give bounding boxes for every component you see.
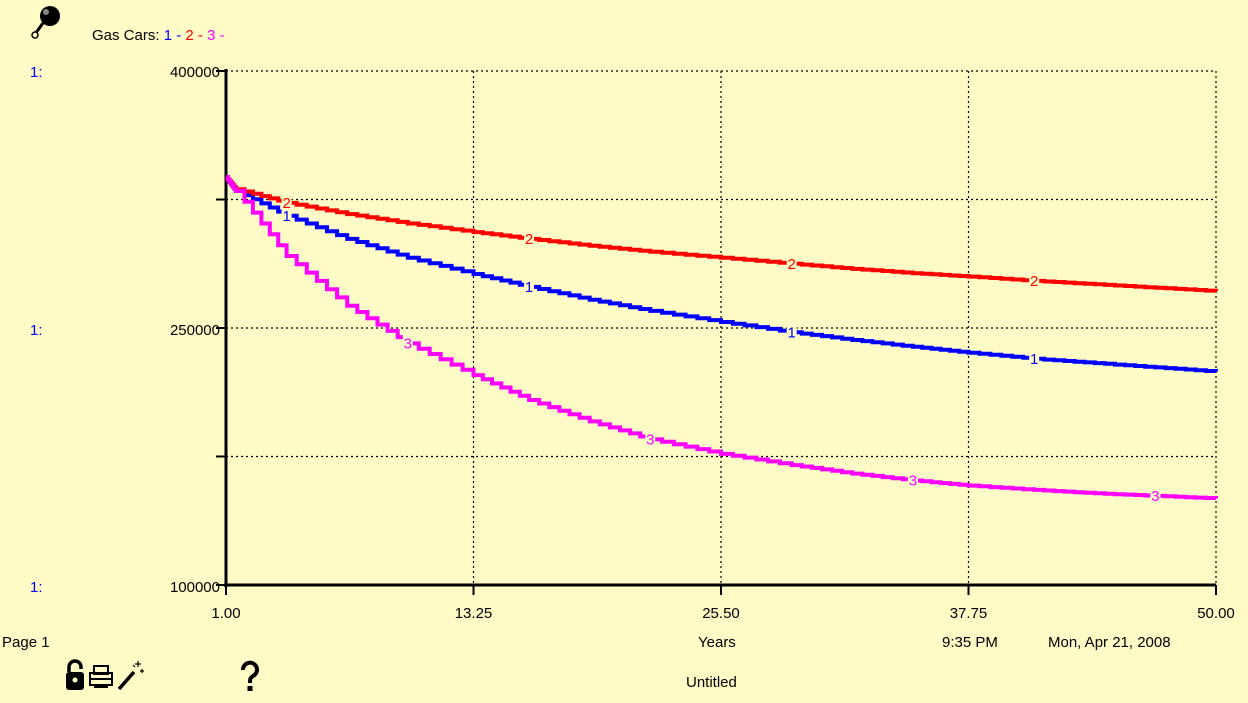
series-marker-bg — [1029, 349, 1040, 364]
printer-icon[interactable] — [88, 658, 114, 694]
series-marker-2: 2 — [788, 256, 796, 273]
series-marker-bg — [786, 254, 797, 269]
series-marker-2: 2 — [525, 231, 533, 248]
series-marker-bg — [281, 193, 292, 208]
series-line-1 — [225, 175, 1218, 373]
model-name: Untitled — [686, 674, 737, 691]
series-marker-3: 3 — [909, 472, 917, 489]
series-marker-bg — [402, 334, 413, 349]
series-marker-3: 3 — [646, 431, 654, 448]
magic-wand-icon[interactable] — [116, 658, 144, 694]
series-line-2 — [225, 175, 1218, 293]
series-line-3 — [225, 175, 1218, 500]
series-marker-3: 3 — [404, 335, 412, 352]
series-marker-bg — [524, 277, 535, 292]
series-marker-bg — [524, 229, 535, 244]
legend-sep-3: - — [219, 27, 225, 44]
page-label: Page 1 — [2, 634, 50, 651]
legend-series-3: 3 — [207, 27, 216, 44]
date-stamp: Mon, Apr 21, 2008 — [1048, 634, 1171, 651]
x-tick-label: 25.50 — [702, 605, 740, 622]
pushpin-icon[interactable] — [30, 4, 64, 40]
x-tick-label: 13.25 — [455, 605, 493, 622]
series-marker-bg — [907, 471, 918, 486]
x-tick-label: 37.75 — [950, 605, 988, 622]
series-marker-2: 2 — [282, 195, 290, 212]
series-marker-bg — [1029, 271, 1040, 286]
legend-sep-1: - — [176, 27, 182, 44]
y-axis-prefix-top: 1: — [30, 64, 43, 81]
chart-legend: Gas Cars: 1 - 2 - 3 - — [92, 27, 225, 44]
y-tick-label-max: 400000 — [169, 64, 220, 81]
x-tick-label: 1.00 — [211, 605, 240, 622]
legend-sep-2: - — [197, 27, 203, 44]
y-axis-prefix-mid: 1: — [30, 322, 43, 339]
legend-series-1: 1 — [163, 27, 173, 44]
x-axis-label: Years — [698, 634, 736, 651]
x-tick-label: 50.00 — [1197, 605, 1235, 622]
series-marker-2: 2 — [1030, 273, 1038, 290]
series-marker-3: 3 — [1151, 488, 1159, 505]
lock-icon[interactable] — [64, 658, 86, 694]
series-marker-1: 1 — [525, 279, 533, 296]
series-marker-1: 1 — [788, 324, 796, 341]
series-marker-bg — [645, 430, 656, 445]
series-marker-bg — [281, 206, 292, 221]
y-axis-prefix-bottom: 1: — [30, 579, 43, 596]
series-marker-1: 1 — [282, 208, 290, 225]
help-icon[interactable] — [238, 658, 262, 694]
series-marker-bg — [1150, 486, 1161, 501]
legend-series-2: 2 — [185, 27, 194, 44]
y-tick-label-min: 100000 — [169, 579, 220, 596]
series-marker-bg — [786, 323, 797, 338]
chart-title: Gas Cars: — [92, 27, 160, 44]
y-tick-label-mid: 250000 — [169, 322, 220, 339]
series-marker-1: 1 — [1030, 351, 1038, 368]
time-stamp: 9:35 PM — [942, 634, 998, 651]
